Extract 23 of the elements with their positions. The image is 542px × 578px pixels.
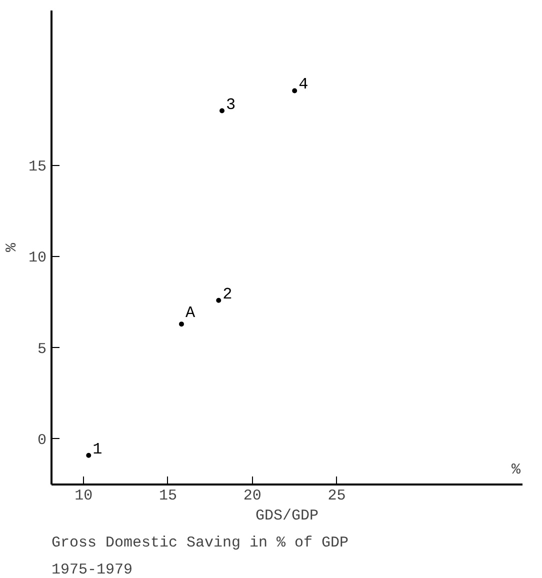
y-tick-label: 0: [38, 432, 47, 449]
annotation: %: [512, 462, 522, 478]
point: [178, 322, 184, 327]
y-tick-label: 10: [28, 250, 47, 267]
series-label: 4: [298, 76, 308, 94]
text: Gross Domestic Saving in % of GDP: [52, 534, 349, 552]
series-label: 3: [226, 96, 236, 114]
series-label: 2: [222, 285, 232, 304]
x-tick-label: 10: [74, 488, 93, 504]
point: [86, 452, 92, 458]
x-tick-label: 25: [328, 488, 346, 504]
y-tick-label: 15: [28, 158, 47, 176]
y-tick-label: 5: [38, 340, 47, 358]
text: 1975-1979: [52, 562, 133, 578]
point: [292, 88, 298, 94]
y-axis-title: %: [3, 242, 20, 252]
point: [220, 108, 225, 114]
x-tick-label: 20: [243, 488, 262, 504]
series-label: A: [185, 304, 196, 322]
x-axis-title: GDS/GDP: [255, 508, 319, 524]
x-tick-label: 15: [158, 488, 177, 504]
point: [216, 298, 222, 303]
series-label: 1: [92, 440, 102, 458]
